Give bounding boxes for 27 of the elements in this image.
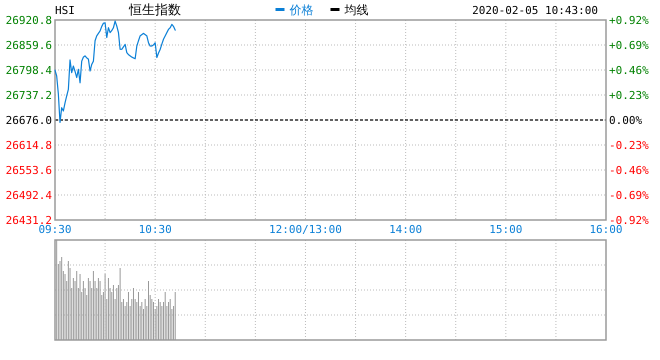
ytick: 26737.2: [6, 89, 52, 102]
y2tick: +0.69%: [609, 39, 649, 52]
title: 恒生指数: [129, 3, 181, 18]
ytick: 26676.0: [6, 114, 52, 127]
annotation: HSI: [55, 4, 75, 17]
ytick: 26798.4: [6, 64, 52, 77]
ytick: 26614.8: [6, 139, 52, 152]
y2tick: -0.46%: [609, 164, 649, 177]
y2tick: -0.69%: [609, 189, 649, 202]
xtick: 15:00: [489, 223, 522, 236]
legend-label: 均线: [344, 3, 368, 17]
ytick: 26492.4: [6, 189, 52, 202]
legend-label: 价格: [290, 3, 314, 17]
xtick: 12:00/13:00: [269, 223, 342, 236]
xtick: 09:30: [38, 223, 72, 236]
ytick: 26859.6: [6, 39, 52, 52]
annotation: 2020-02-05 10:43:00: [472, 4, 598, 17]
y2tick: -0.23%: [609, 139, 649, 152]
ytick: 26920.8: [6, 14, 52, 27]
xtick: 10:30: [138, 223, 172, 236]
ytick: 26553.6: [6, 164, 52, 177]
y2tick: +0.92%: [609, 14, 649, 27]
xtick: 16:00: [589, 223, 623, 236]
xtick: 14:00: [389, 223, 422, 236]
y2tick: +0.23%: [609, 89, 649, 102]
y2tick: +0.46%: [609, 64, 649, 77]
y2tick: 0.00%: [609, 114, 642, 127]
